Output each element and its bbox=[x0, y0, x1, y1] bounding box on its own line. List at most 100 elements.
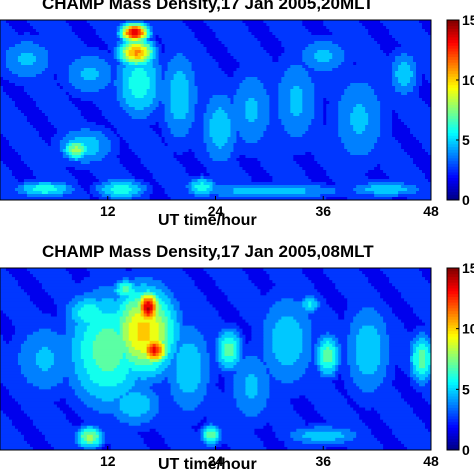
chart1-density-cell bbox=[41, 71, 70, 75]
chart1-density-cell bbox=[149, 47, 154, 51]
chart2-density-cell bbox=[128, 295, 142, 299]
chart1-density-cell bbox=[35, 176, 76, 180]
chart2-density-cell bbox=[92, 349, 130, 354]
chart2-colorbar-step bbox=[447, 307, 459, 312]
chart1-density-cell bbox=[89, 191, 100, 195]
chart2-density-cell bbox=[0, 446, 34, 450]
chart2-density-cell bbox=[134, 283, 142, 287]
chart1-density-cell bbox=[68, 92, 118, 96]
chart1-density-cell bbox=[143, 26, 148, 30]
chart1-colorbar-step bbox=[447, 25, 459, 29]
chart2-density-cell bbox=[428, 280, 431, 284]
chart1-density-cell bbox=[17, 74, 37, 78]
chart1-density-cell bbox=[200, 161, 241, 165]
chart1-density-cell bbox=[134, 53, 139, 57]
chart2-density-cell bbox=[161, 352, 166, 357]
chart2-density-cell bbox=[152, 298, 157, 302]
chart2-density-cell bbox=[269, 289, 318, 293]
chart1-density-cell bbox=[230, 155, 241, 159]
chart2-colorbar-step bbox=[447, 304, 459, 309]
chart2-density-cell bbox=[140, 313, 145, 318]
chart2-colorbar-step bbox=[447, 285, 459, 289]
chart2-density-cell bbox=[0, 322, 13, 327]
chart2-density-cell bbox=[275, 322, 300, 327]
chart1-density-cell bbox=[32, 53, 49, 57]
chart1-colorbar-tick-label: 15 bbox=[462, 12, 474, 28]
chart1-density-cell bbox=[122, 53, 127, 57]
chart2-colorbar-step bbox=[447, 441, 459, 445]
chart1-colorbar-step bbox=[447, 65, 459, 69]
chart2-density-cell bbox=[128, 286, 133, 290]
chart1-density-cell bbox=[47, 56, 82, 60]
chart1-density-cell bbox=[419, 188, 431, 192]
chart1-density-cell bbox=[164, 191, 190, 195]
chart1-density-cell bbox=[80, 89, 100, 93]
chart2-density-cell bbox=[131, 283, 136, 287]
chart2-density-cell bbox=[425, 377, 431, 381]
chart2-density-cell bbox=[425, 425, 431, 430]
chart2-density-cell bbox=[302, 340, 312, 345]
chart2-density-cell bbox=[350, 322, 387, 327]
chart2-density-cell bbox=[326, 298, 348, 302]
chart1-density-cell bbox=[89, 23, 121, 27]
chart2-density-cell bbox=[83, 292, 118, 296]
chart1-density-cell bbox=[125, 23, 130, 27]
chart2-density-cell bbox=[149, 404, 160, 409]
chart2-density-cell bbox=[167, 316, 172, 321]
chart1-density-cell bbox=[0, 191, 19, 195]
chart2-density-cell bbox=[125, 392, 130, 396]
chart2-density-cell bbox=[317, 365, 321, 369]
chart2-density-cell bbox=[137, 301, 142, 305]
chart1-density-cell bbox=[230, 134, 238, 138]
chart1-colorbar-tick-label: 10 bbox=[462, 72, 474, 88]
chart2-density-cell bbox=[251, 325, 264, 330]
chart1-density-cell bbox=[350, 152, 369, 156]
chart1-density-cell bbox=[278, 116, 315, 120]
chart1-density-cell bbox=[194, 83, 241, 87]
chart1-density-cell bbox=[152, 98, 172, 102]
chart2-density-cell bbox=[0, 374, 25, 378]
chart2-density-cell bbox=[272, 280, 312, 284]
chart2-density-cell bbox=[152, 313, 157, 318]
chart1-density-cell bbox=[212, 56, 235, 60]
chart1-density-cell bbox=[230, 152, 306, 156]
chart1-density-cell bbox=[398, 140, 420, 144]
chart2-density-cell bbox=[0, 304, 37, 309]
chart2-density-cell bbox=[347, 362, 357, 366]
chart2-density-cell bbox=[410, 343, 414, 348]
chart2-density-cell bbox=[359, 268, 381, 272]
chart1-colorbar-step bbox=[447, 140, 459, 145]
chart2-density-cell bbox=[128, 337, 139, 342]
chart2-density-cell bbox=[413, 407, 431, 412]
chart1-density-cell bbox=[137, 191, 145, 195]
chart1-density-cell bbox=[26, 116, 49, 120]
chart2-density-cell bbox=[428, 365, 431, 369]
chart2-density-cell bbox=[0, 271, 10, 275]
chart2-density-cell bbox=[224, 377, 235, 381]
chart1-density-cell bbox=[68, 146, 76, 150]
chart1-density-cell bbox=[143, 38, 148, 42]
chart2-density-cell bbox=[158, 365, 169, 369]
chart2-density-cell bbox=[335, 386, 345, 390]
chart1-density-cell bbox=[23, 188, 34, 192]
chart1-density-cell bbox=[230, 122, 270, 126]
chart1-density-cell bbox=[83, 116, 106, 120]
chart2-density-cell bbox=[218, 365, 226, 369]
chart2-density-cell bbox=[257, 286, 273, 290]
chart2-density-cell bbox=[23, 437, 46, 442]
chart2-density-cell bbox=[347, 398, 354, 403]
chart1-density-cell bbox=[131, 188, 142, 192]
chart1-density-cell bbox=[263, 134, 291, 138]
chart2-density-cell bbox=[404, 298, 431, 302]
chart1-density-cell bbox=[293, 113, 300, 117]
chart2-density-cell bbox=[200, 368, 211, 372]
chart1-density-cell bbox=[32, 125, 55, 129]
chart1-density-cell bbox=[395, 110, 431, 114]
chart1-density-cell bbox=[413, 56, 431, 60]
chart2-density-cell bbox=[116, 292, 121, 296]
chart2-density-cell bbox=[122, 277, 130, 281]
chart2-density-cell bbox=[320, 346, 327, 351]
chart1-density-cell bbox=[206, 104, 247, 108]
chart1-density-cell bbox=[302, 89, 315, 93]
chart2-density-cell bbox=[308, 422, 366, 427]
